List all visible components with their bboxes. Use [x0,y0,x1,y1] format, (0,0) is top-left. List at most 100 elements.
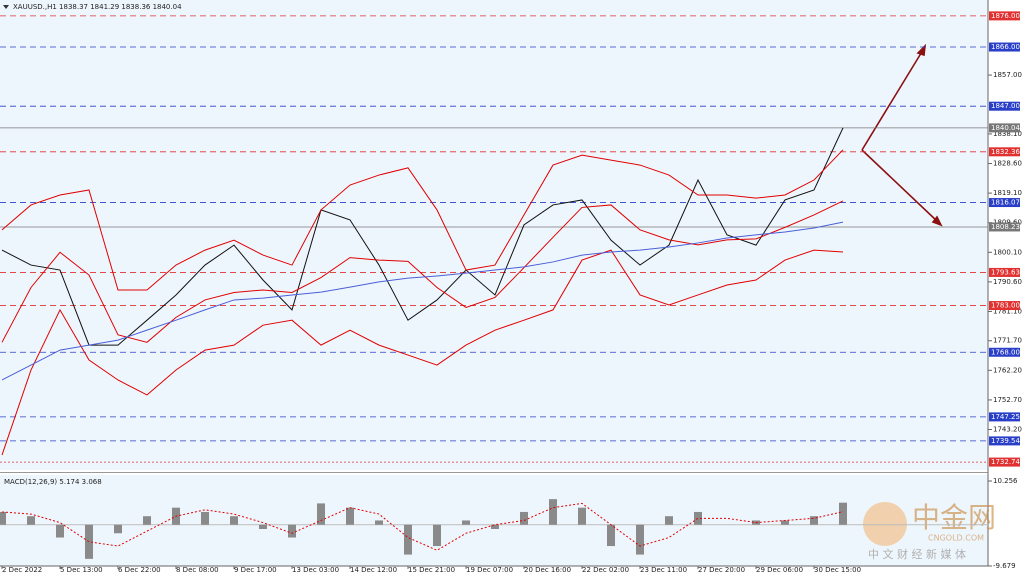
y-tick-label: 1828.60 [993,160,1022,168]
x-tick-label: 19 Dec 07:00 [466,566,513,574]
level-label: 1832.36 [991,148,1020,156]
level-label: 1840.04 [991,124,1020,132]
macd-title: MACD(12,26,9) 5.174 3.068 [4,478,102,486]
macd-bar [317,503,325,525]
macd-bar [346,507,354,525]
x-tick-label: 20 Dec 16:00 [524,566,571,574]
level-label: 1866.00 [991,43,1020,51]
macd-bar [694,511,702,525]
macd-bar [636,524,644,555]
y-tick-label: 1743.20 [993,426,1022,434]
x-tick-label: 29 Dec 06:00 [756,566,803,574]
y-tick-label: 1838.10 [993,130,1022,138]
macd-bar [404,524,412,555]
x-tick-label: 23 Dec 11:00 [640,566,687,574]
macd-bar [27,516,35,525]
level-box [989,222,1020,232]
macd-bar [230,516,238,525]
level-label: 1876.00 [991,12,1020,20]
macd-bar [810,516,818,525]
level-box [989,198,1020,208]
y-tick-label: 10.256 [993,477,1018,485]
macd-bar [520,511,528,525]
x-tick-label: 6 Dec 22:00 [118,566,161,574]
overlay-line [1,200,844,343]
level-label: 1808.23 [991,223,1020,231]
level-label: 1739.54 [991,437,1020,445]
y-tick-label: 1771.70 [993,337,1022,345]
y-tick-label: 1762.20 [993,366,1022,374]
price-panel [0,0,988,470]
overlay-line [1,249,844,456]
y-tick-label: 1819.10 [993,189,1022,197]
watermark-site: CNGOLD.COM [928,534,984,543]
level-box [989,457,1020,467]
x-tick-label: 5 Dec 13:00 [60,566,103,574]
level-label: 1747.25 [991,413,1020,421]
y-tick-label: 1781.10 [993,307,1022,315]
x-tick-label: 27 Dec 20:00 [698,566,745,574]
y-tick-label: 1800.10 [993,248,1022,256]
overlay-line [1,149,844,291]
level-label: 1793.63 [991,268,1020,276]
x-tick-label: 2 Dec 2022 [2,566,42,574]
y-tick-label: 1857.00 [993,71,1022,79]
level-label: 1816.07 [991,199,1020,207]
macd-bar [56,524,64,538]
level-box [989,301,1020,311]
x-tick-label: 14 Dec 12:00 [350,566,397,574]
overlay-line [1,221,844,381]
macd-bar [462,520,470,525]
macd-bar [491,524,499,529]
chart-title: XAUUSD.,H1 1838.37 1841.29 1838.36 1840.… [13,3,182,11]
macd-bar [781,520,789,525]
level-box [989,101,1020,111]
watermark-slogan: 中 文 财 经 新 媒 体 [868,547,966,561]
menu-triangle [3,5,9,9]
x-tick-label: 13 Dec 03:00 [292,566,339,574]
macd-bar [665,516,673,525]
level-box [989,412,1020,422]
macd-bar [433,524,441,547]
macd-bar [85,524,93,559]
level-box [989,436,1020,446]
y-tick-label: 1752.70 [993,396,1022,404]
x-tick-label: 8 Dec 08:00 [176,566,219,574]
macd-bar [607,524,615,547]
arrow-up [861,49,924,151]
level-label: 1732.74 [991,458,1020,466]
macd-bar [578,507,586,525]
macd-panel [0,475,988,566]
arrow-down [861,149,939,223]
arrow-head [916,43,927,57]
level-box [989,11,1020,21]
arrow-head [931,215,943,227]
level-label: 1783.00 [991,302,1020,310]
level-box [989,347,1020,357]
watermark: 中金网 CNGOLD.COM 中 文 财 经 新 媒 体 [863,501,996,561]
x-tick-label: 9 Dec 17:00 [234,566,277,574]
x-tick-label: 22 Dec 02:00 [582,566,629,574]
x-tick-label: 30 Dec 15:00 [814,566,861,574]
level-label: 1768.00 [991,348,1020,356]
macd-bar [839,502,847,525]
macd-bar [259,524,267,529]
level-box [989,147,1020,157]
macd-bar [288,524,296,538]
level-box [989,42,1020,52]
watermark-logo [863,502,907,546]
macd-bar [549,499,557,525]
macd-bar [201,511,209,525]
y-tick-label: 1790.60 [993,278,1022,286]
level-box [989,123,1020,133]
price-line [1,127,844,346]
macd-bar [114,524,122,534]
macd-bar [375,520,383,525]
x-tick-label: 15 Dec 21:00 [408,566,455,574]
y-tick-label: -9.679 [993,562,1016,570]
macd-bar [143,516,151,525]
macd-bar [0,511,6,525]
forecast-arrows [861,43,943,227]
level-box [989,267,1020,277]
